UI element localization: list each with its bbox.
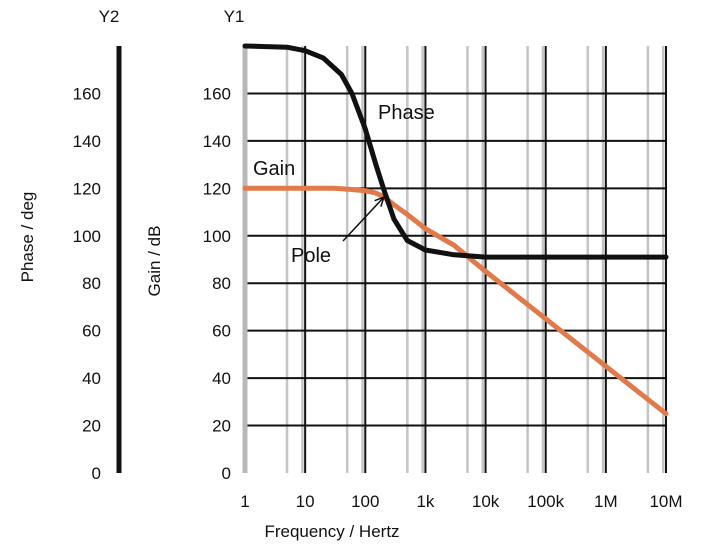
labels: Y2 Y1 Phase / deg Gain / dB Frequency / … bbox=[18, 7, 435, 541]
x-tick-label: 1 bbox=[240, 492, 249, 511]
pole-arrow-head bbox=[374, 195, 386, 207]
y1-tick-label: 140 bbox=[203, 132, 231, 151]
y1-tick-label: 100 bbox=[203, 227, 231, 246]
series bbox=[242, 43, 669, 417]
y2-tick-label: 80 bbox=[82, 274, 101, 293]
y1-axis-title: Gain / dB bbox=[145, 226, 164, 297]
series-line-phase bbox=[242, 43, 669, 260]
x-tick-label: 100k bbox=[527, 492, 564, 511]
x-tick-label: 10 bbox=[296, 492, 315, 511]
y2-tick-label: 140 bbox=[73, 132, 101, 151]
y2-tick-label: 60 bbox=[82, 322, 101, 341]
y1-axis-header: Y1 bbox=[224, 7, 245, 26]
x-tick-label: 10k bbox=[472, 492, 500, 511]
axes: 0 20 40 60 80 100 120 140 160 0 20 40 60 80 100 120 140 1… bbox=[73, 46, 683, 511]
y1-tick-label: 40 bbox=[212, 369, 231, 388]
series-line-gain bbox=[242, 185, 669, 417]
y2-tick-label: 20 bbox=[82, 417, 101, 436]
y2-axis-header: Y2 bbox=[99, 7, 120, 26]
pole-annotation: Pole bbox=[291, 245, 331, 267]
y2-tick-label: 40 bbox=[82, 369, 101, 388]
y1-tick-label: 120 bbox=[203, 179, 231, 198]
y2-tick-label: 160 bbox=[73, 84, 101, 103]
x-tick-label: 10M bbox=[649, 492, 682, 511]
y1-tick-label: 60 bbox=[212, 322, 231, 341]
y1-tick-label: 80 bbox=[212, 274, 231, 293]
y1-tick-label: 20 bbox=[212, 417, 231, 436]
x-tick-label: 100 bbox=[351, 492, 379, 511]
x-axis-title: Frequency / Hertz bbox=[264, 522, 399, 541]
y1-tick-label: 0 bbox=[222, 464, 231, 483]
phase-series-label: Phase bbox=[378, 102, 435, 124]
y2-tick-label: 120 bbox=[73, 179, 101, 198]
x-tick-label: 1M bbox=[594, 492, 618, 511]
pole-arrow-line bbox=[342, 196, 385, 242]
x-tick-label: 1k bbox=[416, 492, 434, 511]
y1-tick-label: 160 bbox=[203, 84, 231, 103]
gain-series-label: Gain bbox=[253, 158, 295, 180]
y2-axis-title: Phase / deg bbox=[18, 192, 37, 283]
y2-tick-label: 100 bbox=[73, 227, 101, 246]
y2-tick-label: 0 bbox=[92, 464, 101, 483]
